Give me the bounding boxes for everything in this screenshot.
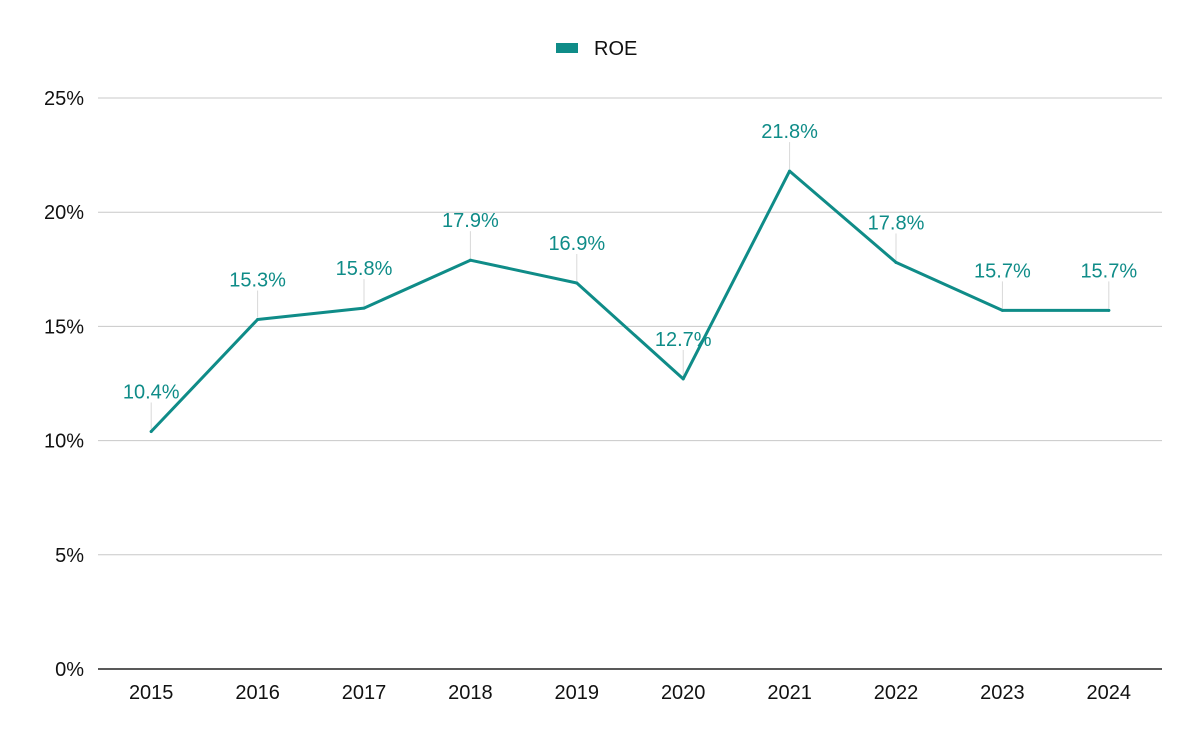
x-tick-label: 2021 (767, 682, 812, 704)
roe-data-label: 15.7% (974, 260, 1031, 282)
x-tick-label: 2016 (235, 682, 280, 704)
x-tick-label: 2023 (980, 682, 1025, 704)
roe-data-point (256, 318, 260, 322)
x-tick-label: 2018 (448, 682, 493, 704)
y-tick-label: 10% (44, 431, 84, 453)
x-tick-label: 2017 (342, 682, 387, 704)
leader-layer (150, 142, 1110, 430)
y-tick-label: 5% (55, 545, 84, 567)
roe-data-point (894, 260, 898, 264)
roe-data-label: 16.9% (548, 233, 605, 255)
x-tick-label: 2022 (874, 682, 919, 704)
roe-data-point (681, 377, 685, 381)
axis-layer: 0% 5% 10% 15% 20% 25% 2015 2016 2017 2018 2019 2020… (44, 88, 1162, 704)
legend-layer: ROE (556, 38, 637, 60)
roe-data-label: 10.4% (123, 381, 180, 403)
roe-data-point (788, 169, 792, 173)
roe-data-point (1107, 308, 1111, 312)
y-tick-label: 0% (55, 659, 84, 681)
y-tick-label: 15% (44, 316, 84, 338)
roe-data-point (149, 429, 153, 433)
legend-swatch (556, 43, 578, 53)
roe-data-label: 21.8% (761, 121, 818, 143)
y-tick-label: 25% (44, 88, 84, 110)
x-tick-label: 2024 (1087, 682, 1132, 704)
roe-data-label: 12.7% (655, 329, 712, 351)
roe-data-point (575, 281, 579, 285)
y-tick-label: 20% (44, 202, 84, 224)
roe-series-line (149, 169, 1111, 433)
roe-data-label: 17.8% (868, 212, 925, 234)
series-layer (149, 169, 1111, 433)
x-tick-label: 2015 (129, 682, 174, 704)
roe-data-label: 15.3% (229, 270, 286, 292)
roe-data-point (1000, 308, 1004, 312)
legend-label: ROE (594, 38, 637, 60)
roe-data-point (468, 258, 472, 262)
x-tick-label: 2020 (661, 682, 706, 704)
x-tick-label: 2019 (555, 682, 600, 704)
label-layer: 10.4% 15.3% 15.8% 17.9% 16.9% 12.7% 21.8% 17.8%… (123, 121, 1138, 403)
grid-layer (98, 97, 1162, 556)
roe-data-label: 15.7% (1080, 260, 1137, 282)
roe-data-point (362, 306, 366, 310)
roe-data-label: 15.8% (336, 258, 393, 280)
roe-data-label: 17.9% (442, 210, 499, 232)
